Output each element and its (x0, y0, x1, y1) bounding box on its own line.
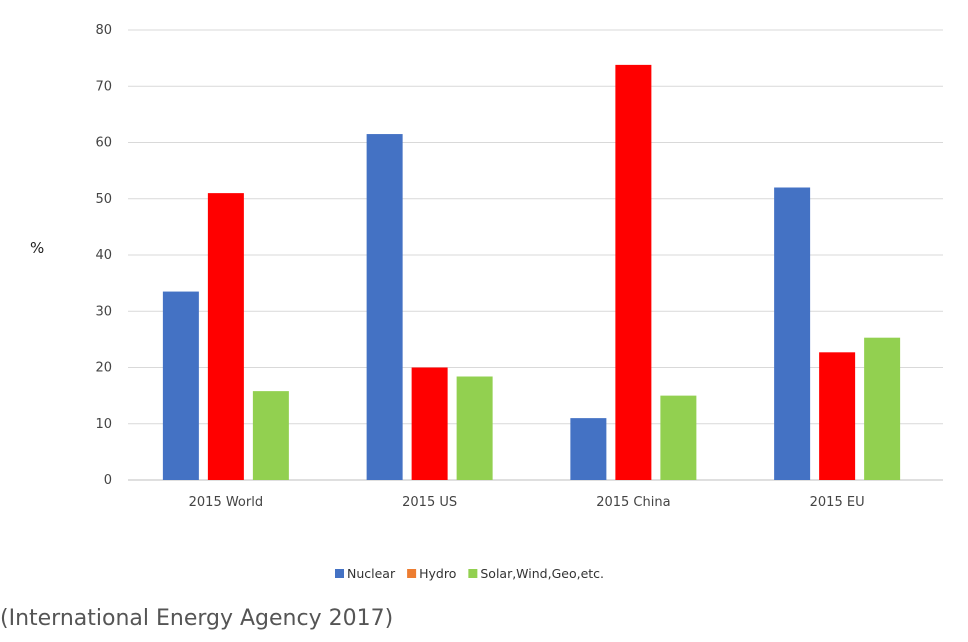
y-axis: 0 10 20 30 40 50 60 70 80 (95, 23, 112, 488)
legend: Nuclear Hydro Solar,Wind,Geo,etc. (335, 566, 604, 581)
bar-solar (660, 395, 697, 480)
legend-swatch (468, 569, 478, 578)
y-tick-label: 70 (95, 79, 112, 94)
y-tick-label: 60 (95, 136, 112, 151)
y-tick-label: 80 (95, 23, 112, 38)
legend-item: Hydro (407, 566, 456, 581)
x-category-label: 2015 World (189, 495, 263, 510)
bar-hydro (615, 64, 652, 480)
y-tick-label: 50 (95, 192, 112, 207)
x-category-label: 2015 US (402, 495, 457, 510)
bar-solar (252, 391, 289, 480)
x-category-label: 2015 China (596, 495, 670, 510)
legend-label: Hydro (419, 566, 456, 581)
bar-hydro (207, 193, 244, 480)
bar-nuclear (774, 187, 811, 480)
legend-item: Solar,Wind,Geo,etc. (468, 566, 604, 581)
bar-nuclear (570, 418, 607, 480)
bar-solar (456, 376, 493, 480)
bar-nuclear (162, 291, 199, 480)
y-tick-label: 40 (95, 248, 112, 263)
legend-label: Solar,Wind,Geo,etc. (480, 566, 604, 581)
legend-label: Nuclear (347, 566, 396, 581)
legend-swatch (335, 569, 344, 578)
y-axis-label: % (30, 239, 44, 257)
legend-item: Nuclear (335, 566, 396, 581)
source-note: (International Energy Agency 2017) (0, 606, 394, 631)
legend-swatch (407, 569, 417, 578)
bar-hydro (411, 367, 448, 480)
bar-hydro (819, 352, 856, 480)
bars (162, 64, 901, 480)
y-tick-label: 20 (95, 361, 112, 376)
bar-nuclear (366, 134, 403, 480)
y-tick-label: 10 (95, 417, 112, 432)
y-tick-label: 0 (104, 473, 112, 488)
x-axis: 2015 World 2015 US 2015 China 2015 EU (189, 495, 865, 510)
bar-solar (864, 337, 901, 480)
x-category-label: 2015 EU (810, 495, 865, 510)
y-tick-label: 30 (95, 304, 112, 319)
